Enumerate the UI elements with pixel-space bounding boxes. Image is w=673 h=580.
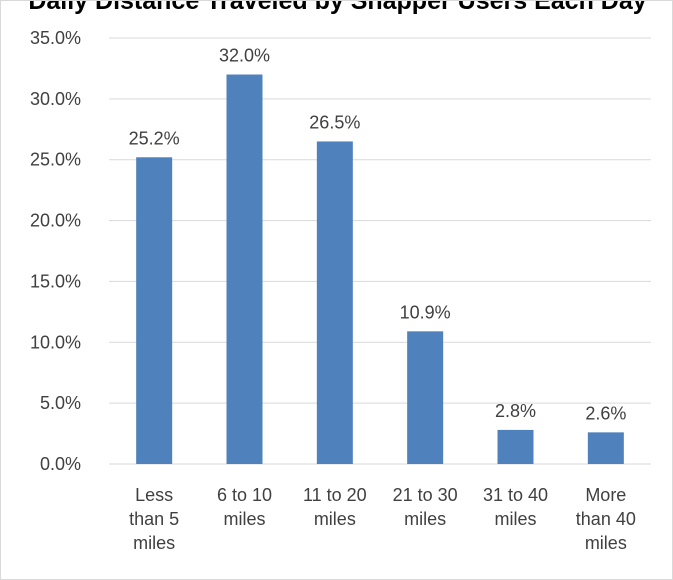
- y-tick-label: 5.0%: [40, 393, 81, 413]
- y-tick-label: 10.0%: [30, 332, 81, 352]
- x-category-label: miles: [404, 509, 446, 529]
- bar: [316, 141, 353, 464]
- x-category-label: 21 to 30: [393, 485, 458, 505]
- bar: [587, 432, 624, 464]
- data-label: 32.0%: [219, 46, 270, 66]
- bar: [136, 157, 173, 464]
- x-category-label: than 5: [129, 509, 179, 529]
- x-axis-category-labels: Less than 5 miles 6 to 10 miles 11 to 20 miles…: [129, 485, 636, 553]
- data-labels: 25.2% 32.0% 26.5% 10.9% 2.8% 2.6%: [129, 46, 627, 424]
- y-tick-label: 25.0%: [30, 150, 81, 170]
- x-category-label: 11 to 20: [303, 485, 367, 505]
- bar: [407, 331, 444, 464]
- data-label: 2.8%: [495, 401, 536, 421]
- data-label: 10.9%: [400, 302, 451, 322]
- y-tick-label: 0.0%: [40, 454, 81, 474]
- y-tick-label: 30.0%: [30, 89, 81, 109]
- gridlines: [109, 37, 651, 465]
- x-category-label: miles: [223, 509, 265, 529]
- x-category-label: 31 to 40: [483, 485, 548, 505]
- y-tick-label: 20.0%: [30, 211, 81, 231]
- chart-title: Daily Distance Traveled by Snapper Users…: [28, 0, 647, 15]
- y-tick-label: 35.0%: [30, 28, 81, 48]
- x-category-label: More: [585, 485, 626, 505]
- data-label: 26.5%: [309, 112, 360, 132]
- bar: [226, 74, 263, 464]
- bars: [136, 74, 624, 464]
- x-category-label: miles: [585, 533, 627, 553]
- x-category-label: Less: [135, 485, 173, 505]
- data-label: 2.6%: [585, 403, 626, 423]
- x-category-label: 6 to 10: [217, 485, 272, 505]
- bar: [497, 429, 534, 464]
- x-category-label: than 40: [576, 509, 636, 529]
- x-category-label: miles: [494, 509, 536, 529]
- y-axis-tick-labels: 0.0% 5.0% 10.0% 15.0% 20.0% 25.0% 30.0% 35.0%: [30, 28, 81, 474]
- data-label: 25.2%: [129, 128, 180, 148]
- y-tick-label: 15.0%: [30, 271, 81, 291]
- x-category-label: miles: [133, 533, 175, 553]
- x-category-label: miles: [314, 509, 356, 529]
